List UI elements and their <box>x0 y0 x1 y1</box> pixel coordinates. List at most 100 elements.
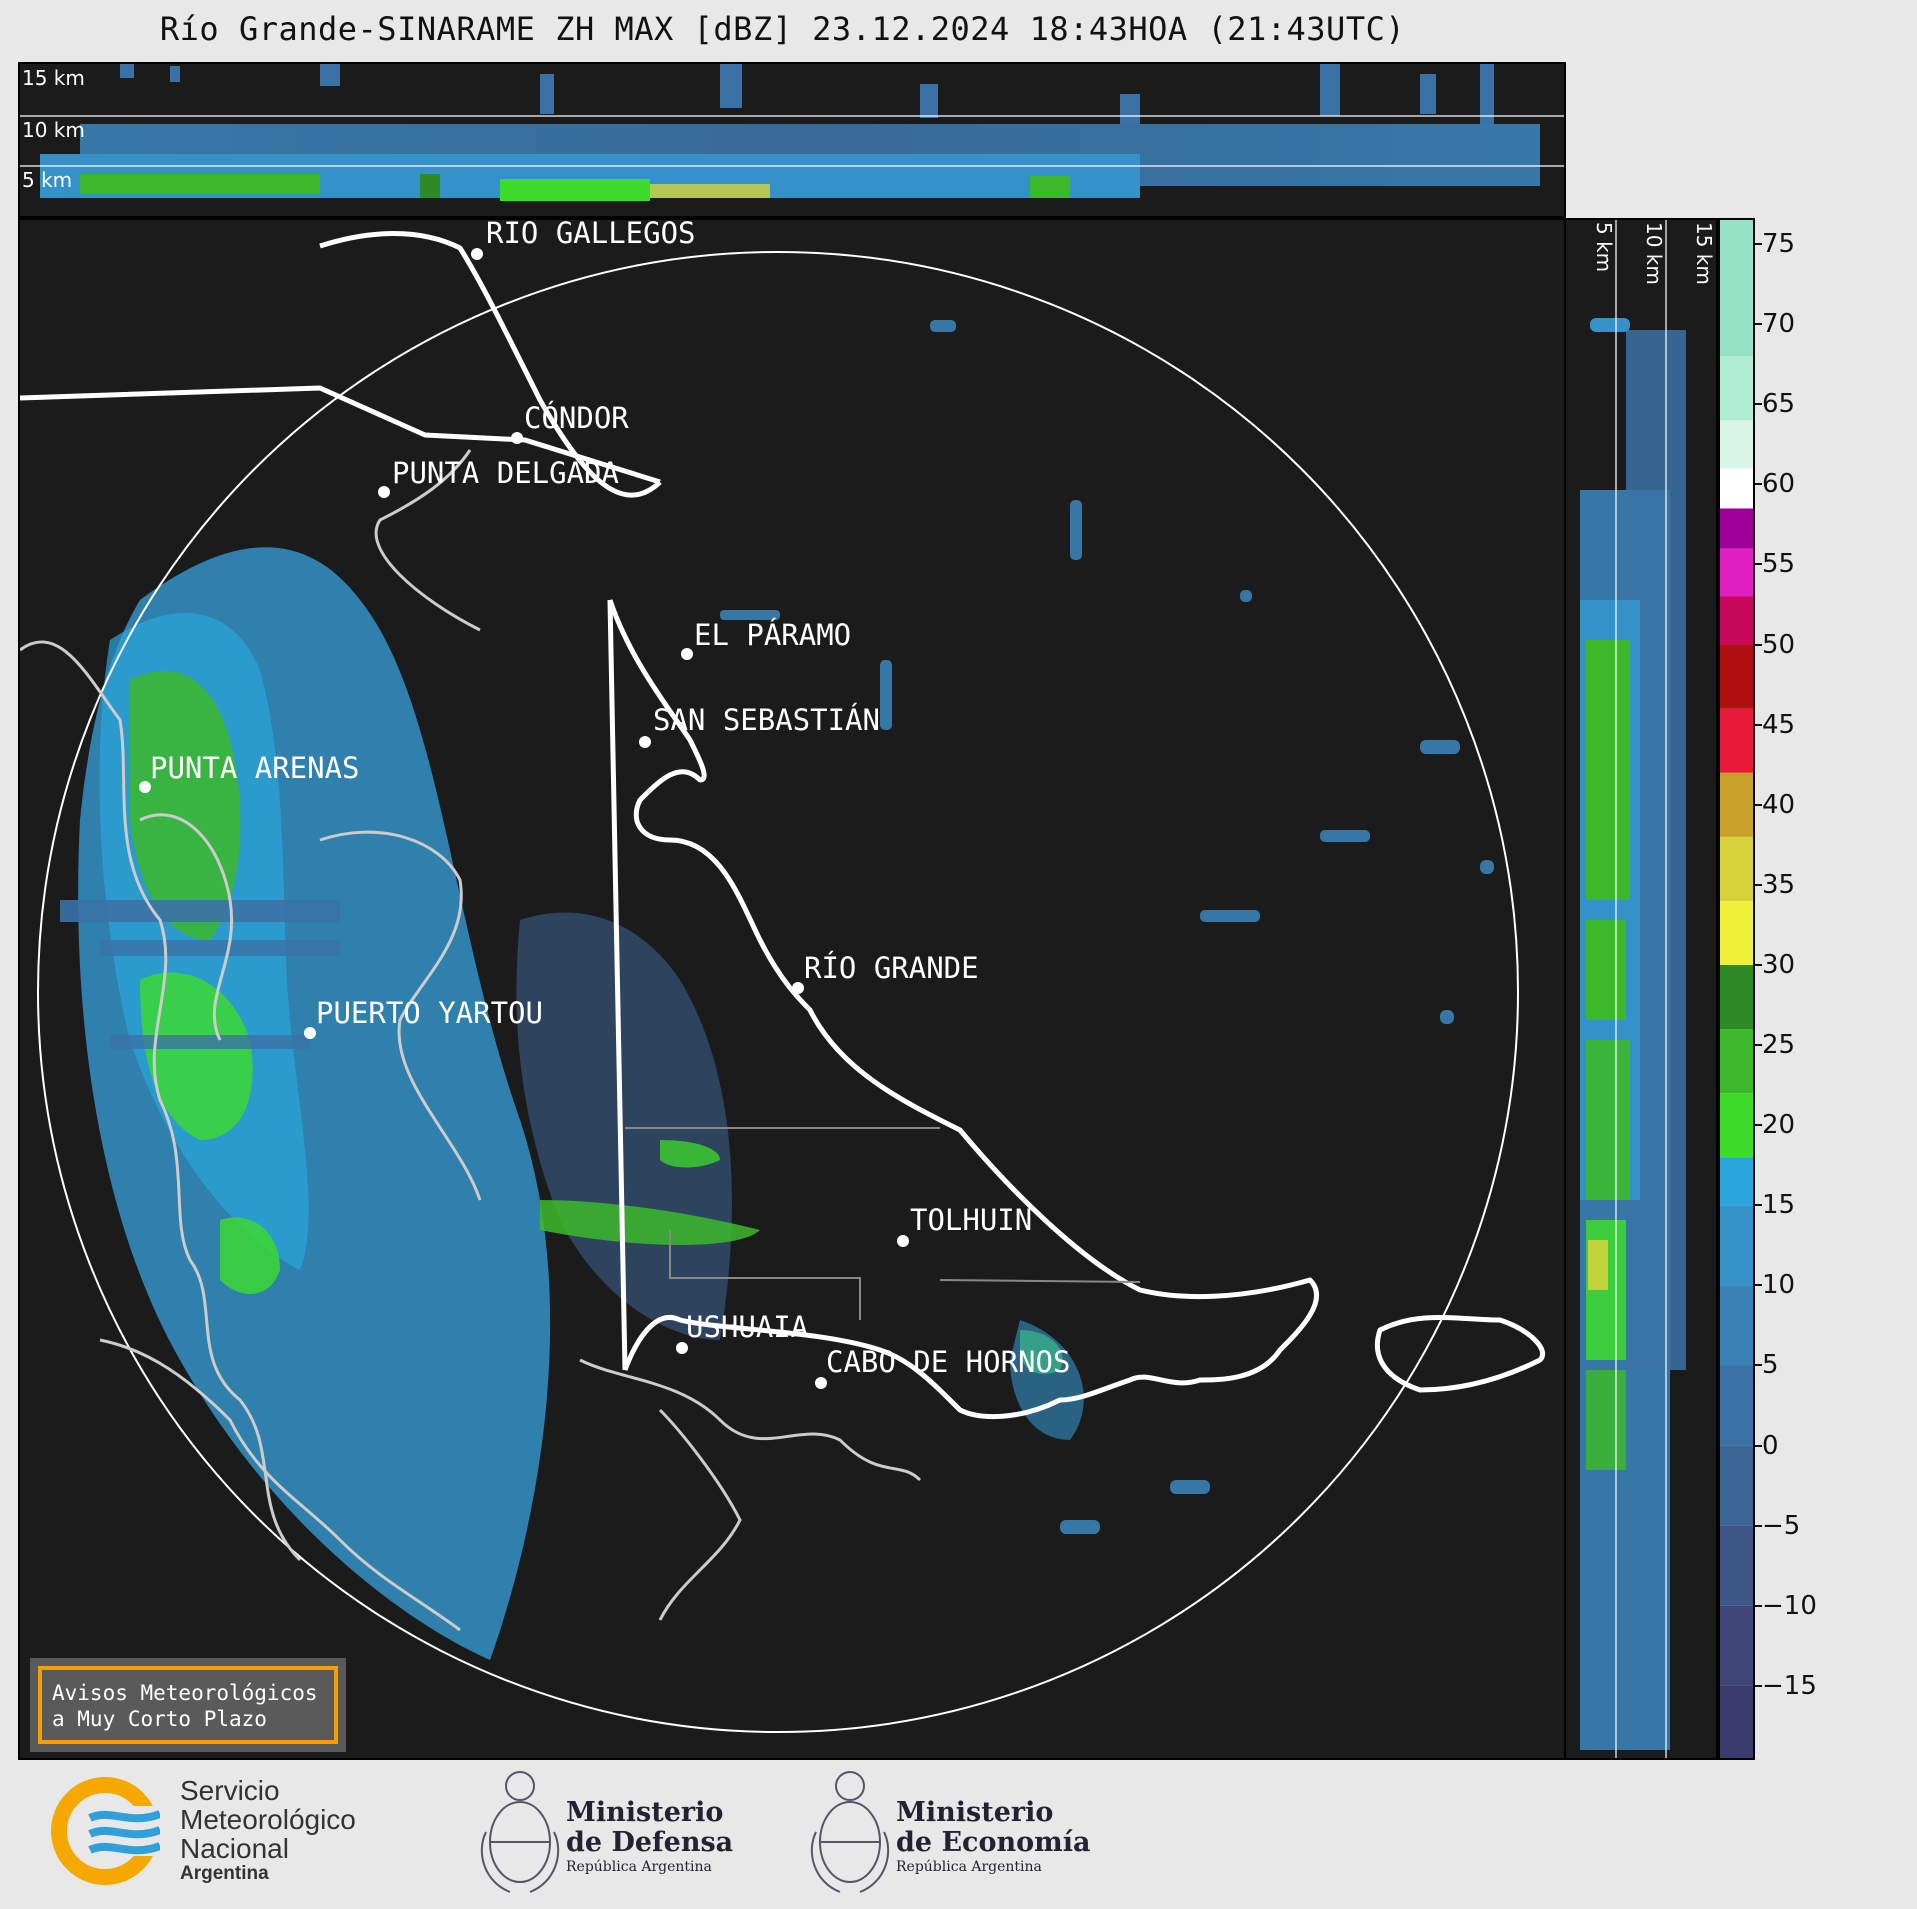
colorbar-tick-label: 40 <box>1762 789 1796 820</box>
radar-map-panel[interactable]: RÍO GALLEGOS CÓNDOR PUNTA DELGADA EL PÁR… <box>18 218 1566 1760</box>
colorbar-segment <box>1720 1093 1753 1158</box>
colorbar-segment <box>1720 1605 1753 1686</box>
defensa-logo: Ministerio de Defensa República Argentin… <box>470 1762 750 1902</box>
colorbar-tick-label: 55 <box>1762 549 1796 580</box>
notice-line-1: Avisos Meteorológicos <box>52 1681 318 1705</box>
defensa-line-1: Ministerio <box>566 1797 724 1828</box>
colorbar-tick-label: 75 <box>1762 229 1796 260</box>
department-boundaries <box>625 1127 1141 1320</box>
colorbar-segment <box>1720 420 1753 469</box>
smn-line-4: Argentina <box>180 1863 269 1884</box>
boundary-lines <box>20 231 1545 1419</box>
colorbar-segment <box>1720 508 1753 549</box>
colorbar-tick-label: 20 <box>1762 1110 1796 1141</box>
colorbar-tick-mark <box>1755 243 1762 246</box>
colorbar-segment <box>1720 1685 1753 1758</box>
colorbar-tick-mark <box>1755 1364 1762 1367</box>
colorbar-segment <box>1720 596 1753 645</box>
colorbar-tick-mark <box>1755 1524 1762 1527</box>
page-title: Río Grande-SINARAME ZH MAX [dBZ] 23.12.2… <box>159 10 1406 48</box>
colorbar-tick-mark <box>1755 403 1762 406</box>
colorbar-tick-mark <box>1755 1444 1762 1447</box>
city-label-condor: CÓNDOR <box>524 401 629 435</box>
colorbar <box>1718 218 1755 1760</box>
colorbar-svg <box>1720 220 1753 1758</box>
economia-line-2: de Economía <box>896 1827 1091 1858</box>
colorbar-tick-label: 35 <box>1762 869 1796 900</box>
economia-line-3: República Argentina <box>896 1859 1042 1875</box>
altitude-label-15km-v: 15 km <box>1692 222 1716 285</box>
colorbar-segment <box>1720 1445 1753 1526</box>
colorbar-tick-mark <box>1755 1284 1762 1287</box>
smn-line-2: Meteorológico <box>180 1804 356 1835</box>
radar-range-ring <box>37 251 1519 1733</box>
defensa-line-3: República Argentina <box>566 1859 712 1875</box>
city-label-rio-grande: RÍO GRANDE <box>804 951 979 985</box>
notice-inner: Avisos Meteorológicos a Muy Corto Plazo <box>38 1666 338 1744</box>
city-label-cabo-de-hornos: CABO DE HORNOS <box>826 1345 1070 1379</box>
colorbar-tick-mark <box>1755 643 1762 646</box>
colorbar-segment <box>1720 900 1753 965</box>
altitude-label-5km-v: 5 km <box>1592 222 1616 273</box>
colorbar-segment <box>1720 1365 1753 1446</box>
colorbar-segment <box>1720 708 1753 773</box>
colorbar-segment <box>1720 964 1753 1030</box>
coat-of-arms-icon <box>810 1771 890 1893</box>
colorbar-tick-mark <box>1755 1044 1762 1047</box>
coat-of-arms-icon <box>480 1771 560 1893</box>
colorbar-tick-mark <box>1755 1684 1762 1687</box>
altitude-label-10km-v: 10 km <box>1642 222 1666 285</box>
colorbar-segment <box>1720 836 1753 901</box>
colorbar-tick-label: −5 <box>1762 1510 1801 1541</box>
city-label-el-paramo: EL PÁRAMO <box>694 618 851 652</box>
colorbar-segment <box>1720 644 1753 709</box>
colorbar-tick-label: −15 <box>1762 1670 1817 1701</box>
coastlines <box>20 449 922 1632</box>
altitude-label-15km: 15 km <box>22 66 85 90</box>
colorbar-tick-mark <box>1755 963 1762 966</box>
defensa-line-2: de Defensa <box>566 1827 734 1858</box>
colorbar-tick-mark <box>1755 563 1762 566</box>
economia-line-1: Ministerio <box>896 1797 1054 1828</box>
top-cross-section-svg <box>20 64 1564 201</box>
colorbar-segment <box>1720 772 1753 837</box>
altitude-label-5km: 5 km <box>22 168 73 192</box>
colorbar-segment <box>1720 548 1753 597</box>
colorbar-tick-label: 25 <box>1762 1030 1796 1061</box>
smn-logo-icon <box>51 1777 160 1885</box>
colorbar-tick-label: 30 <box>1762 949 1796 980</box>
city-label-tolhuin: TOLHUIN <box>910 1203 1032 1237</box>
colorbar-tick-mark <box>1755 803 1762 806</box>
colorbar-segment <box>1720 1525 1753 1606</box>
colorbar-tick-label: 10 <box>1762 1270 1796 1301</box>
city-label-rio-gallegos: RÍO GALLEGOS <box>486 220 696 250</box>
colorbar-tick-label: 0 <box>1762 1430 1779 1461</box>
colorbar-segment <box>1720 1285 1753 1366</box>
colorbar-segment <box>1720 1205 1753 1286</box>
colorbar-tick-mark <box>1755 1604 1762 1607</box>
economia-logo: Ministerio de Economía República Argenti… <box>800 1762 1100 1902</box>
smn-logo: Servicio Meteorológico Nacional Argentin… <box>50 1776 420 1886</box>
city-label-san-sebastian: SAN SEBASTIÁN <box>653 703 880 737</box>
colorbar-tick-label: 65 <box>1762 389 1796 420</box>
colorbar-tick-mark <box>1755 723 1762 726</box>
city-markers <box>139 248 909 1389</box>
colorbar-segment <box>1720 468 1753 509</box>
colorbar-tick-label: 5 <box>1762 1350 1779 1381</box>
colorbar-tick-label: 70 <box>1762 309 1796 340</box>
notice-box: Avisos Meteorológicos a Muy Corto Plazo <box>30 1658 346 1752</box>
city-label-puerto-yartou: PUERTO YARTOU <box>316 996 543 1030</box>
city-label-punta-delgada: PUNTA DELGADA <box>392 456 619 490</box>
side-cross-section-svg <box>1580 220 1686 1758</box>
colorbar-segment <box>1720 220 1753 357</box>
colorbar-tick-mark <box>1755 1204 1762 1207</box>
colorbar-segment <box>1720 356 1753 421</box>
colorbar-tick-mark <box>1755 883 1762 886</box>
smn-line-3: Nacional <box>180 1833 289 1864</box>
radar-map-svg: RÍO GALLEGOS CÓNDOR PUNTA DELGADA EL PÁR… <box>20 220 1545 1733</box>
colorbar-tick-label: 45 <box>1762 709 1796 740</box>
colorbar-tick-mark <box>1755 323 1762 326</box>
altitude-label-10km: 10 km <box>22 118 85 142</box>
colorbar-segment <box>1720 1029 1753 1094</box>
colorbar-tick-label: 50 <box>1762 629 1796 660</box>
